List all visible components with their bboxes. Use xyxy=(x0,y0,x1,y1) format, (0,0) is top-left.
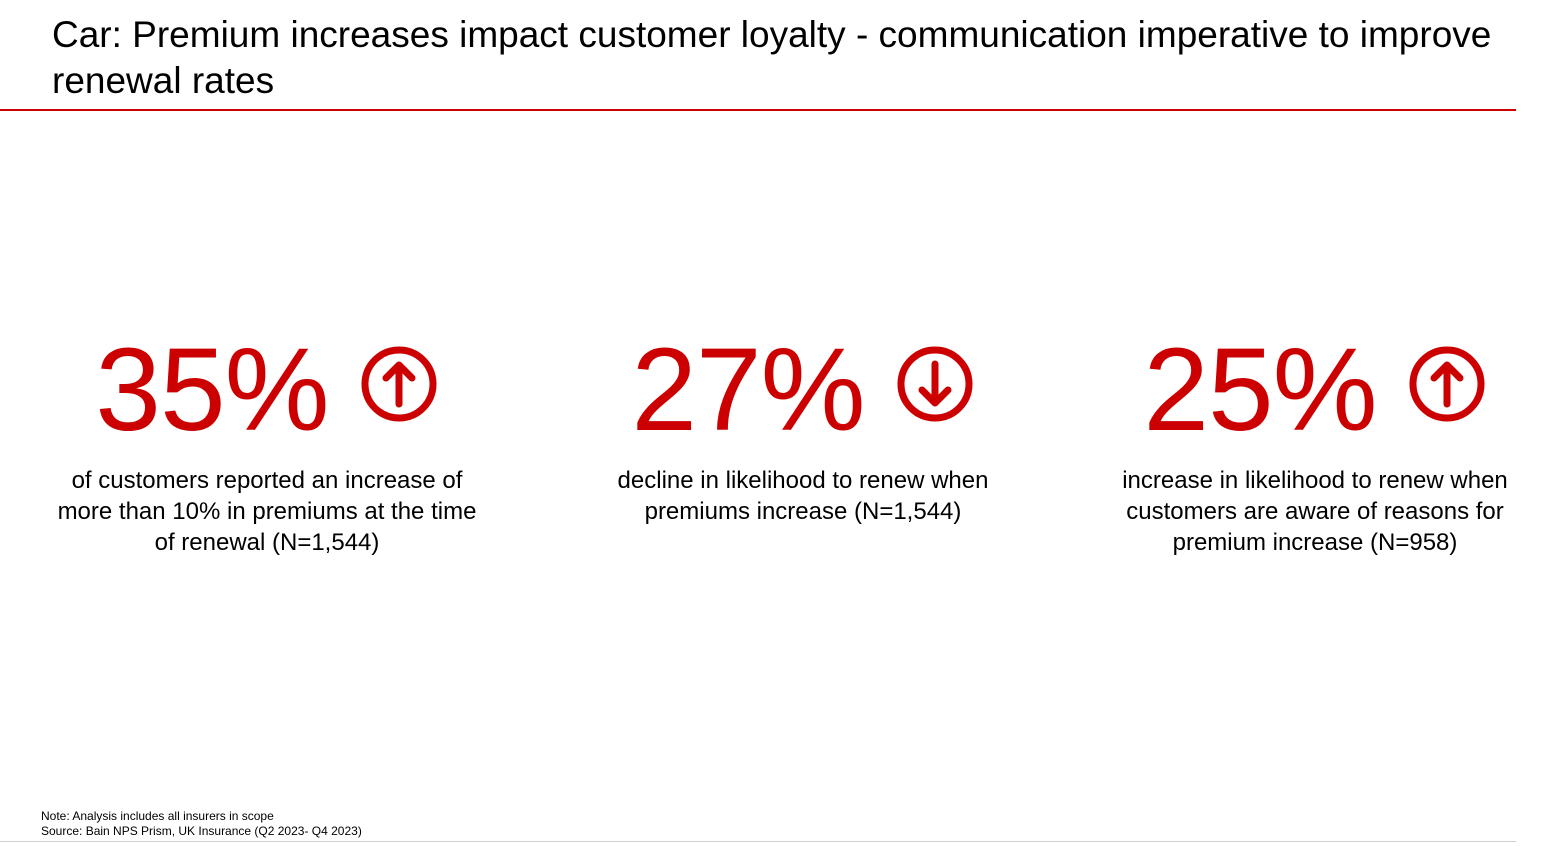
slide-title: Car: Premium increases impact customer l… xyxy=(52,14,1492,101)
arrow-down-circle-icon xyxy=(897,346,973,422)
stat-value: 27% xyxy=(631,324,865,456)
stat-description: decline in likelihood to renew when prem… xyxy=(617,467,989,525)
stat-headline: 35% xyxy=(47,330,487,450)
stat-value: 35% xyxy=(95,324,329,456)
stat-renewal-decline: 27% decline in likelihood to renew when … xyxy=(583,330,1023,527)
stat-description: increase in likelihood to renew when cus… xyxy=(1122,467,1508,556)
footnotes: Note: Analysis includes all insurers in … xyxy=(41,809,362,839)
arrow-up-circle-icon xyxy=(1409,346,1485,422)
note-text: Note: Analysis includes all insurers in … xyxy=(41,809,274,823)
stat-customers-premium-increase: 35% of customers reported an increase of… xyxy=(47,330,487,558)
source-text: Source: Bain NPS Prism, UK Insurance (Q2… xyxy=(41,824,362,838)
footer-divider xyxy=(0,841,1516,842)
stat-description: of customers reported an increase of mor… xyxy=(57,467,477,556)
stat-renewal-increase: 25% increase in likelihood to renew when… xyxy=(1095,330,1535,558)
stat-headline: 27% xyxy=(583,330,1023,450)
arrow-up-circle-icon xyxy=(361,346,437,422)
stat-headline: 25% xyxy=(1095,330,1535,450)
stat-value: 25% xyxy=(1143,324,1377,456)
title-divider xyxy=(0,109,1516,111)
